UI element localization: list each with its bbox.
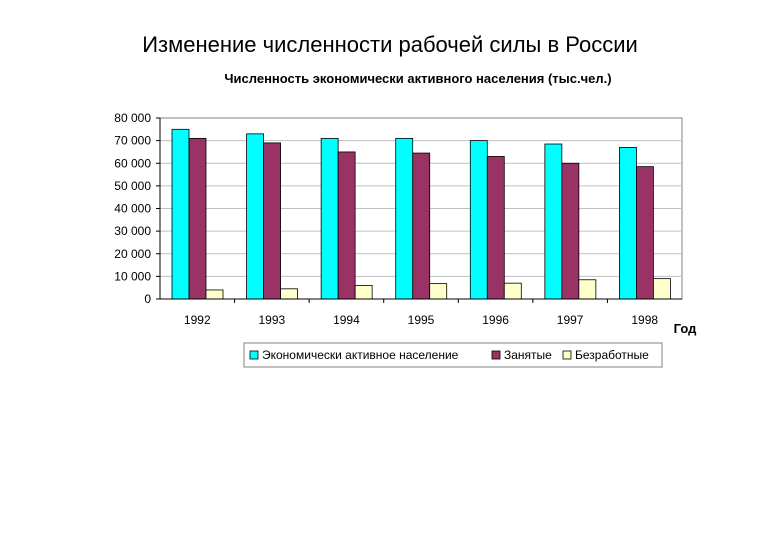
x-axis-ticks: 1992 1993 1994 1995 1996 1997 1998 bbox=[184, 299, 658, 327]
x-tick-label: 1994 bbox=[333, 313, 360, 327]
bar bbox=[561, 162, 580, 300]
bar bbox=[354, 285, 373, 300]
bar bbox=[636, 166, 654, 300]
y-tick-label: 10 000 bbox=[114, 269, 151, 283]
bar bbox=[429, 283, 448, 300]
y-tick-label: 0 bbox=[144, 292, 151, 306]
bar bbox=[205, 289, 224, 300]
legend: Экономически активное население Занятые Бе… bbox=[243, 342, 663, 368]
bar bbox=[469, 140, 488, 300]
x-tick-label: 1995 bbox=[408, 313, 435, 327]
bar bbox=[412, 152, 431, 300]
legend-label: Занятые bbox=[504, 348, 552, 362]
chart-title: Численность экономически активного насел… bbox=[224, 71, 611, 86]
bar bbox=[188, 137, 207, 300]
x-axis-label: Год bbox=[674, 321, 697, 336]
y-axis-ticks: 0 10 000 20 000 30 000 40 000 50 000 60 000 70 … bbox=[114, 111, 160, 306]
bar bbox=[246, 133, 264, 300]
legend-label: Экономически активное население bbox=[262, 348, 459, 362]
legend-swatch bbox=[249, 350, 259, 360]
bar bbox=[544, 143, 563, 300]
bar bbox=[578, 279, 597, 300]
bar bbox=[503, 282, 522, 300]
legend-swatch bbox=[491, 350, 501, 360]
bars bbox=[171, 128, 671, 300]
x-tick-label: 1996 bbox=[482, 313, 509, 327]
x-tick-label: 1997 bbox=[557, 313, 584, 327]
x-tick-label: 1992 bbox=[184, 313, 211, 327]
legend-swatch bbox=[562, 350, 572, 360]
y-tick-label: 70 000 bbox=[114, 134, 151, 148]
legend-label: Безработные bbox=[575, 348, 649, 362]
legend-box bbox=[243, 342, 663, 368]
y-tick-label: 40 000 bbox=[114, 202, 151, 216]
bar bbox=[395, 137, 414, 300]
y-tick-label: 30 000 bbox=[114, 224, 151, 238]
bar bbox=[280, 288, 298, 300]
slide-title: Изменение численности рабочей силы в Рос… bbox=[142, 32, 638, 57]
y-tick-label: 60 000 bbox=[114, 156, 151, 170]
bar bbox=[320, 137, 339, 300]
x-tick-label: 1998 bbox=[631, 313, 658, 327]
bar bbox=[653, 278, 671, 300]
bar bbox=[619, 147, 637, 300]
y-tick-label: 50 000 bbox=[114, 179, 151, 193]
bar bbox=[337, 151, 356, 300]
x-tick-label: 1993 bbox=[259, 313, 286, 327]
bar bbox=[263, 142, 281, 300]
bar bbox=[171, 128, 190, 300]
y-tick-label: 80 000 bbox=[114, 111, 151, 125]
y-tick-label: 20 000 bbox=[114, 247, 151, 261]
bar bbox=[486, 156, 505, 300]
